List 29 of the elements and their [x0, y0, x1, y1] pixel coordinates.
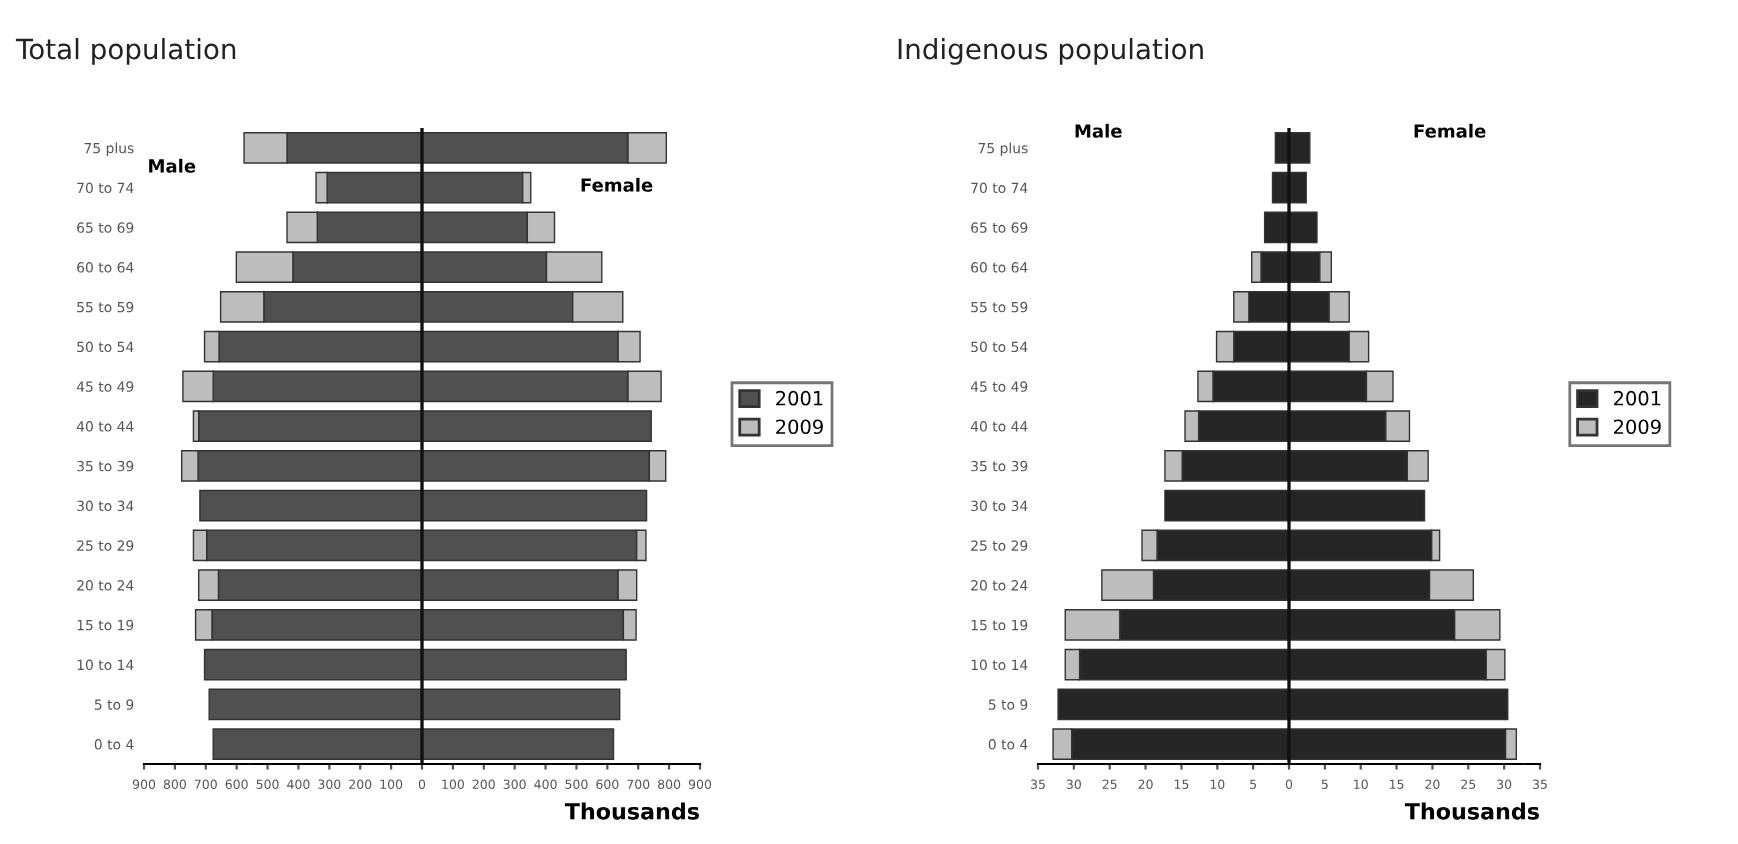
annotation: Female	[581, 177, 653, 192]
bar	[199, 489, 423, 522]
bar	[203, 648, 423, 681]
chart-title: Total population	[15, 37, 236, 65]
bar	[421, 728, 615, 760]
bar	[421, 688, 621, 721]
bar	[421, 489, 648, 522]
bar	[1288, 529, 1433, 562]
bar	[421, 171, 524, 204]
bar	[421, 648, 627, 681]
bar	[1288, 688, 1509, 721]
bar	[1164, 489, 1290, 522]
annotation: Male	[149, 158, 196, 173]
legend-label: 2001	[1614, 390, 1661, 406]
legend-label: 2009	[1614, 419, 1661, 435]
legend-label: 2001	[776, 390, 823, 406]
annotation: Male	[1075, 123, 1122, 138]
bar	[212, 728, 423, 760]
bar	[208, 688, 423, 721]
legend-label: 2009	[776, 419, 823, 435]
x-axis-title: Thousands	[1404, 802, 1539, 820]
bar	[1288, 489, 1426, 522]
chart-title: Indigenous population	[898, 37, 1203, 65]
bar	[1288, 211, 1318, 244]
x-axis-title: Thousands	[564, 802, 699, 820]
bar	[1057, 688, 1290, 721]
bar	[421, 410, 652, 442]
annotation: Female	[1414, 123, 1486, 138]
bar	[197, 410, 423, 442]
